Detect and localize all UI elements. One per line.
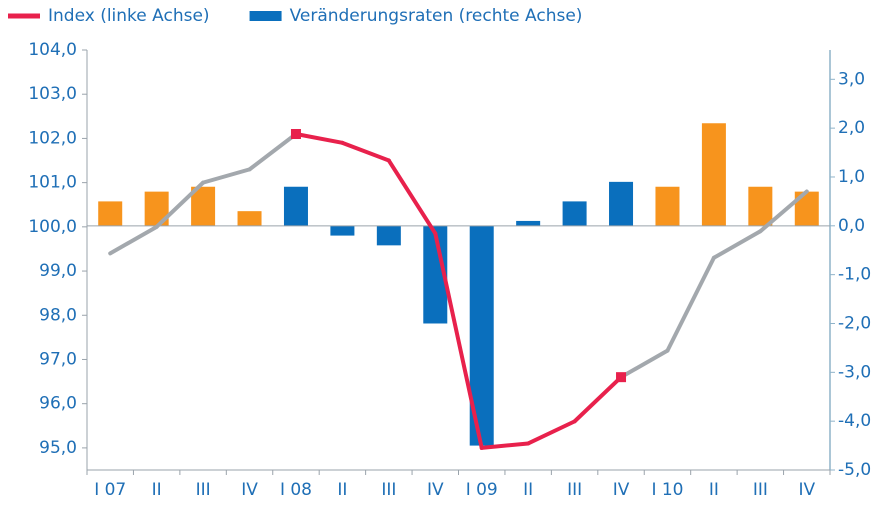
legend-swatch (249, 11, 282, 21)
y-tick-label: 95,0 (39, 438, 77, 458)
y-tick-label: 96,0 (39, 394, 77, 414)
y2-tick-label: 0,0 (838, 216, 865, 236)
bar (98, 201, 123, 226)
line-segment (711, 229, 763, 260)
x-tick-label: II (337, 480, 347, 500)
bar (330, 225, 355, 236)
legend-label: Index (linke Achse) (48, 6, 210, 26)
bar (516, 220, 541, 226)
x-tick-label: III (567, 480, 582, 500)
x-tick-label: I 07 (94, 480, 126, 500)
x-tick-label: III (381, 480, 396, 500)
marker (290, 129, 301, 139)
y-tick-label: 101,0 (28, 173, 77, 193)
line-segment (619, 348, 670, 380)
x-tick-label: III (196, 480, 211, 500)
y2-tick-label: -5,0 (838, 460, 871, 480)
line-segment (247, 132, 298, 172)
y2-tick-label: -3,0 (838, 362, 871, 382)
bar (283, 186, 308, 226)
x-tick-label: IV (427, 480, 444, 500)
y2-tick-label: -4,0 (838, 411, 871, 431)
bar (237, 211, 262, 226)
bar (562, 201, 587, 226)
x-tick-label: IV (798, 480, 815, 500)
bar (701, 123, 726, 226)
y2-tick-label: -1,0 (838, 265, 871, 285)
line-segment (108, 224, 159, 256)
line-segment (340, 140, 391, 163)
y-tick-label: 102,0 (28, 128, 77, 148)
line-segment (293, 132, 345, 145)
y2-tick-label: 3,0 (838, 69, 865, 89)
y-tick-label: 98,0 (39, 305, 77, 325)
y2-tick-label: -2,0 (838, 313, 871, 333)
bar (376, 225, 401, 246)
line-segment (526, 419, 577, 446)
x-tick-label: I 09 (466, 480, 498, 500)
legend-label: Veränderungsraten (rechte Achse) (290, 6, 583, 26)
y-tick-label: 104,0 (28, 40, 77, 60)
x-tick-label: IV (613, 480, 630, 500)
line-segment (758, 189, 809, 234)
bar (191, 186, 216, 226)
x-tick-label: II (709, 480, 719, 500)
line-segment (386, 158, 438, 236)
x-tick-label: I 08 (280, 480, 312, 500)
y2-tick-label: 1,0 (838, 167, 865, 187)
line-segment (665, 255, 716, 353)
x-tick-label: II (523, 480, 533, 500)
y-tick-label: 100,0 (28, 217, 77, 237)
marker (616, 372, 627, 383)
x-tick-label: I 10 (651, 480, 683, 500)
x-tick-label: III (753, 480, 768, 500)
line-segment (154, 180, 206, 229)
x-tick-label: IV (241, 480, 258, 500)
y-tick-label: 97,0 (39, 349, 77, 369)
x-tick-label: II (152, 480, 162, 500)
bar (748, 186, 773, 226)
line-segment (479, 441, 531, 450)
y2-tick-label: 2,0 (838, 118, 865, 138)
line-segment (201, 167, 252, 185)
line-segment (572, 375, 624, 424)
line-segment (433, 231, 484, 450)
bar (609, 181, 634, 226)
y-tick-label: 99,0 (39, 261, 77, 281)
bar (655, 186, 680, 226)
y-tick-label: 103,0 (28, 84, 77, 104)
